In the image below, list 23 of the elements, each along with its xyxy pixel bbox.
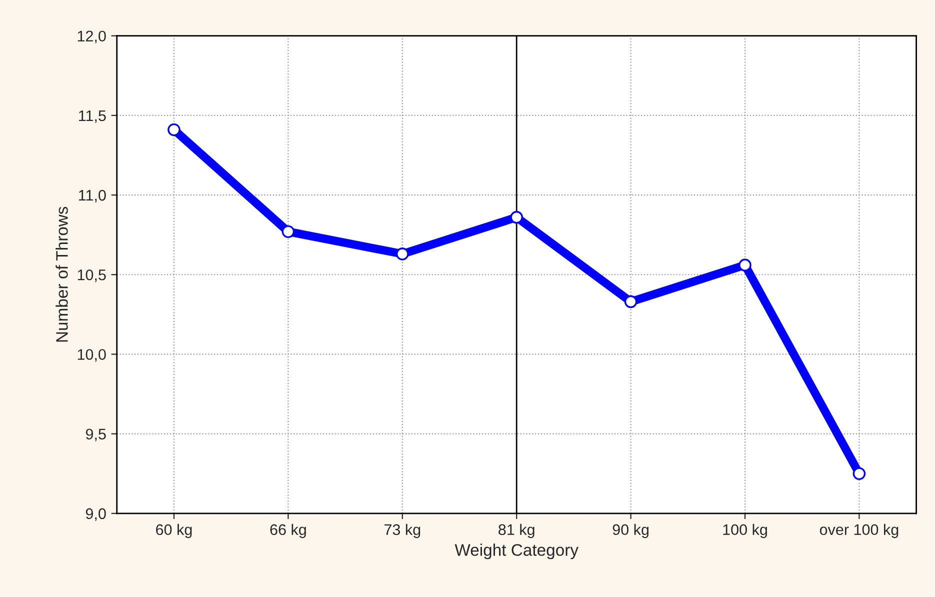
y-axis-title: Number of Throws — [56, 206, 68, 342]
y-tick-label: 9,5 — [86, 428, 106, 442]
point — [396, 248, 409, 260]
point — [738, 258, 752, 272]
x-tick-label: 66 kg — [270, 524, 306, 538]
x-tick-label: 90 kg — [612, 524, 648, 538]
point — [282, 225, 295, 238]
x-tick-label: 100 kg — [723, 524, 767, 538]
x-tick-label: over 100 kg — [820, 524, 898, 538]
y-tick-label: 11,5 — [79, 110, 106, 123]
point — [624, 295, 638, 308]
y-tick-label: 10,5 — [78, 269, 106, 282]
x-tick-label: 60 kg — [156, 524, 192, 538]
point — [168, 123, 180, 136]
y-tick-label: 12,0 — [78, 30, 106, 44]
y-tick-label: 10,0 — [78, 349, 106, 362]
y-tick-label: 11,0 — [79, 190, 106, 203]
x-tick-label: 73 kg — [384, 524, 420, 538]
point — [510, 210, 523, 224]
x-tick-label: 81 kg — [498, 524, 534, 538]
y-tick-label: 9,0 — [86, 508, 106, 521]
point — [852, 467, 866, 480]
x-axis-title: Weight Category — [454, 544, 578, 560]
